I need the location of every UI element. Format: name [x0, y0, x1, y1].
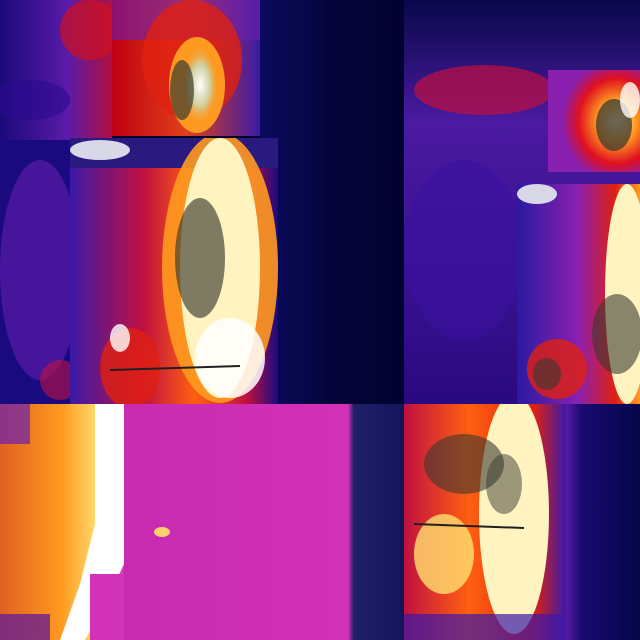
- tile-top-flame-small: [112, 0, 260, 136]
- flame-image: [517, 184, 640, 404]
- tile-left-mid-strip: [0, 140, 70, 404]
- tile-bottom-left-flame: [0, 404, 124, 640]
- flame-image: [404, 404, 566, 640]
- flame-image: [70, 138, 278, 404]
- tile-right-flame-small: [548, 70, 640, 172]
- tile-magenta-wall: [124, 404, 404, 640]
- flame-image: [112, 0, 260, 136]
- tile-center-flame-large: [70, 138, 278, 404]
- tile-dark-column: [260, 0, 404, 404]
- tile-bottom-right-dark: [566, 404, 640, 640]
- flame-image: [0, 404, 124, 640]
- background-image: [0, 140, 70, 404]
- background-image: [260, 0, 404, 404]
- tile-bottom-right-flame: [404, 404, 566, 640]
- surface-image: [124, 404, 404, 640]
- background-image: [0, 0, 112, 140]
- tile-top-left-strip: [0, 0, 112, 140]
- background-image: [566, 404, 640, 640]
- tile-right-flame-tall: [517, 184, 640, 404]
- flame-image: [548, 70, 640, 172]
